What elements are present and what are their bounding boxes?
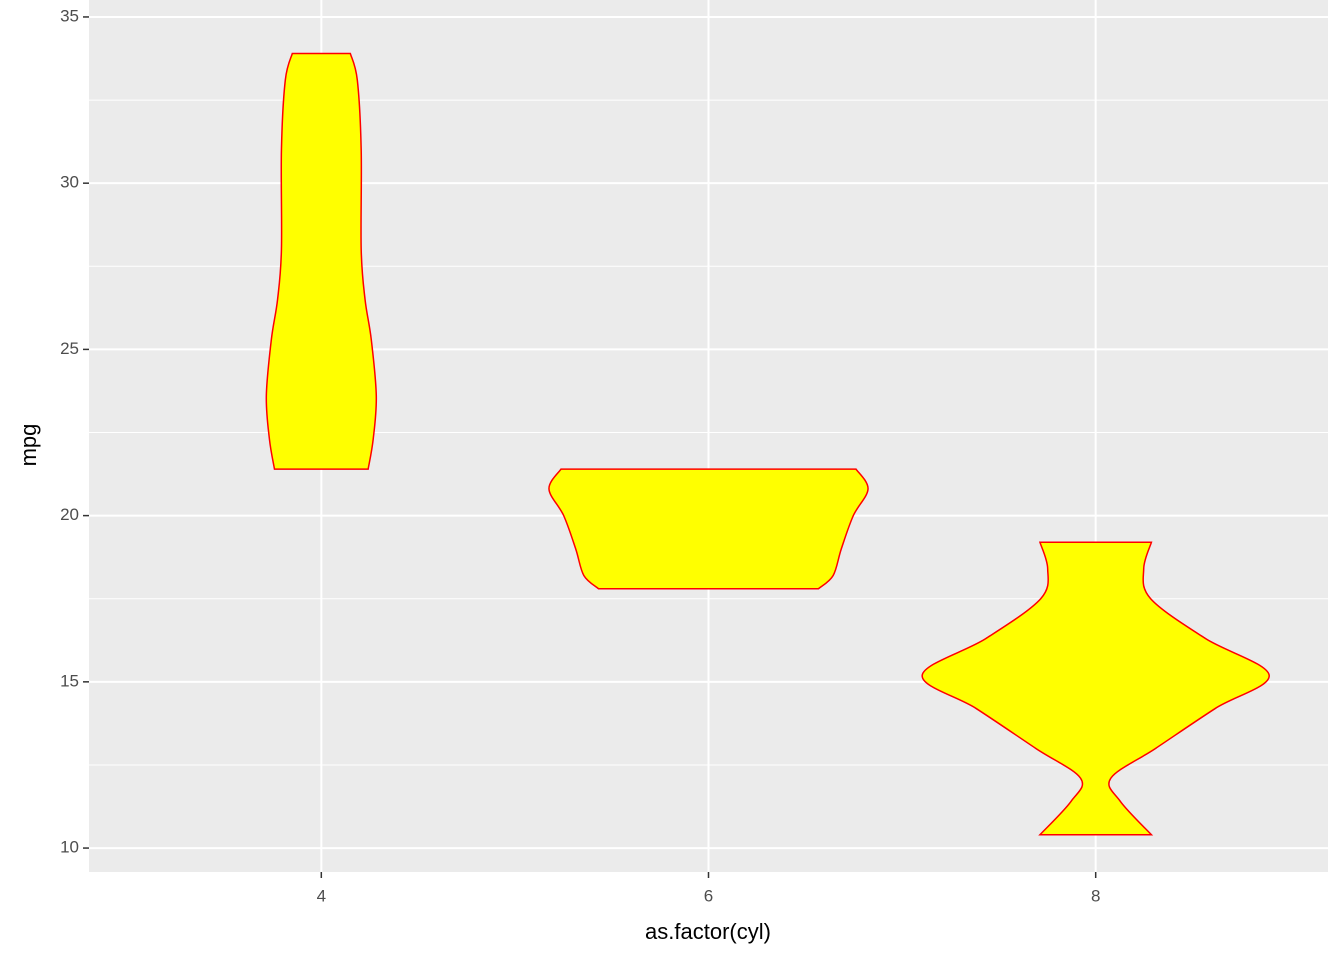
- y-tick-label: 15: [60, 671, 79, 690]
- y-axis-title: mpg: [16, 424, 41, 467]
- y-tick-label: 10: [60, 838, 79, 857]
- y-tick-label: 30: [60, 173, 79, 192]
- x-tick-label: 4: [317, 886, 326, 905]
- y-tick-label: 25: [60, 339, 79, 358]
- x-tick-label: 6: [704, 886, 713, 905]
- y-tick-label: 35: [60, 6, 79, 25]
- x-tick-label: 8: [1091, 886, 1100, 905]
- violin: [265, 52, 378, 470]
- y-tick-label: 20: [60, 505, 79, 524]
- violin: [921, 541, 1270, 836]
- violin: [548, 468, 869, 590]
- x-axis-title: as.factor(cyl): [645, 919, 771, 944]
